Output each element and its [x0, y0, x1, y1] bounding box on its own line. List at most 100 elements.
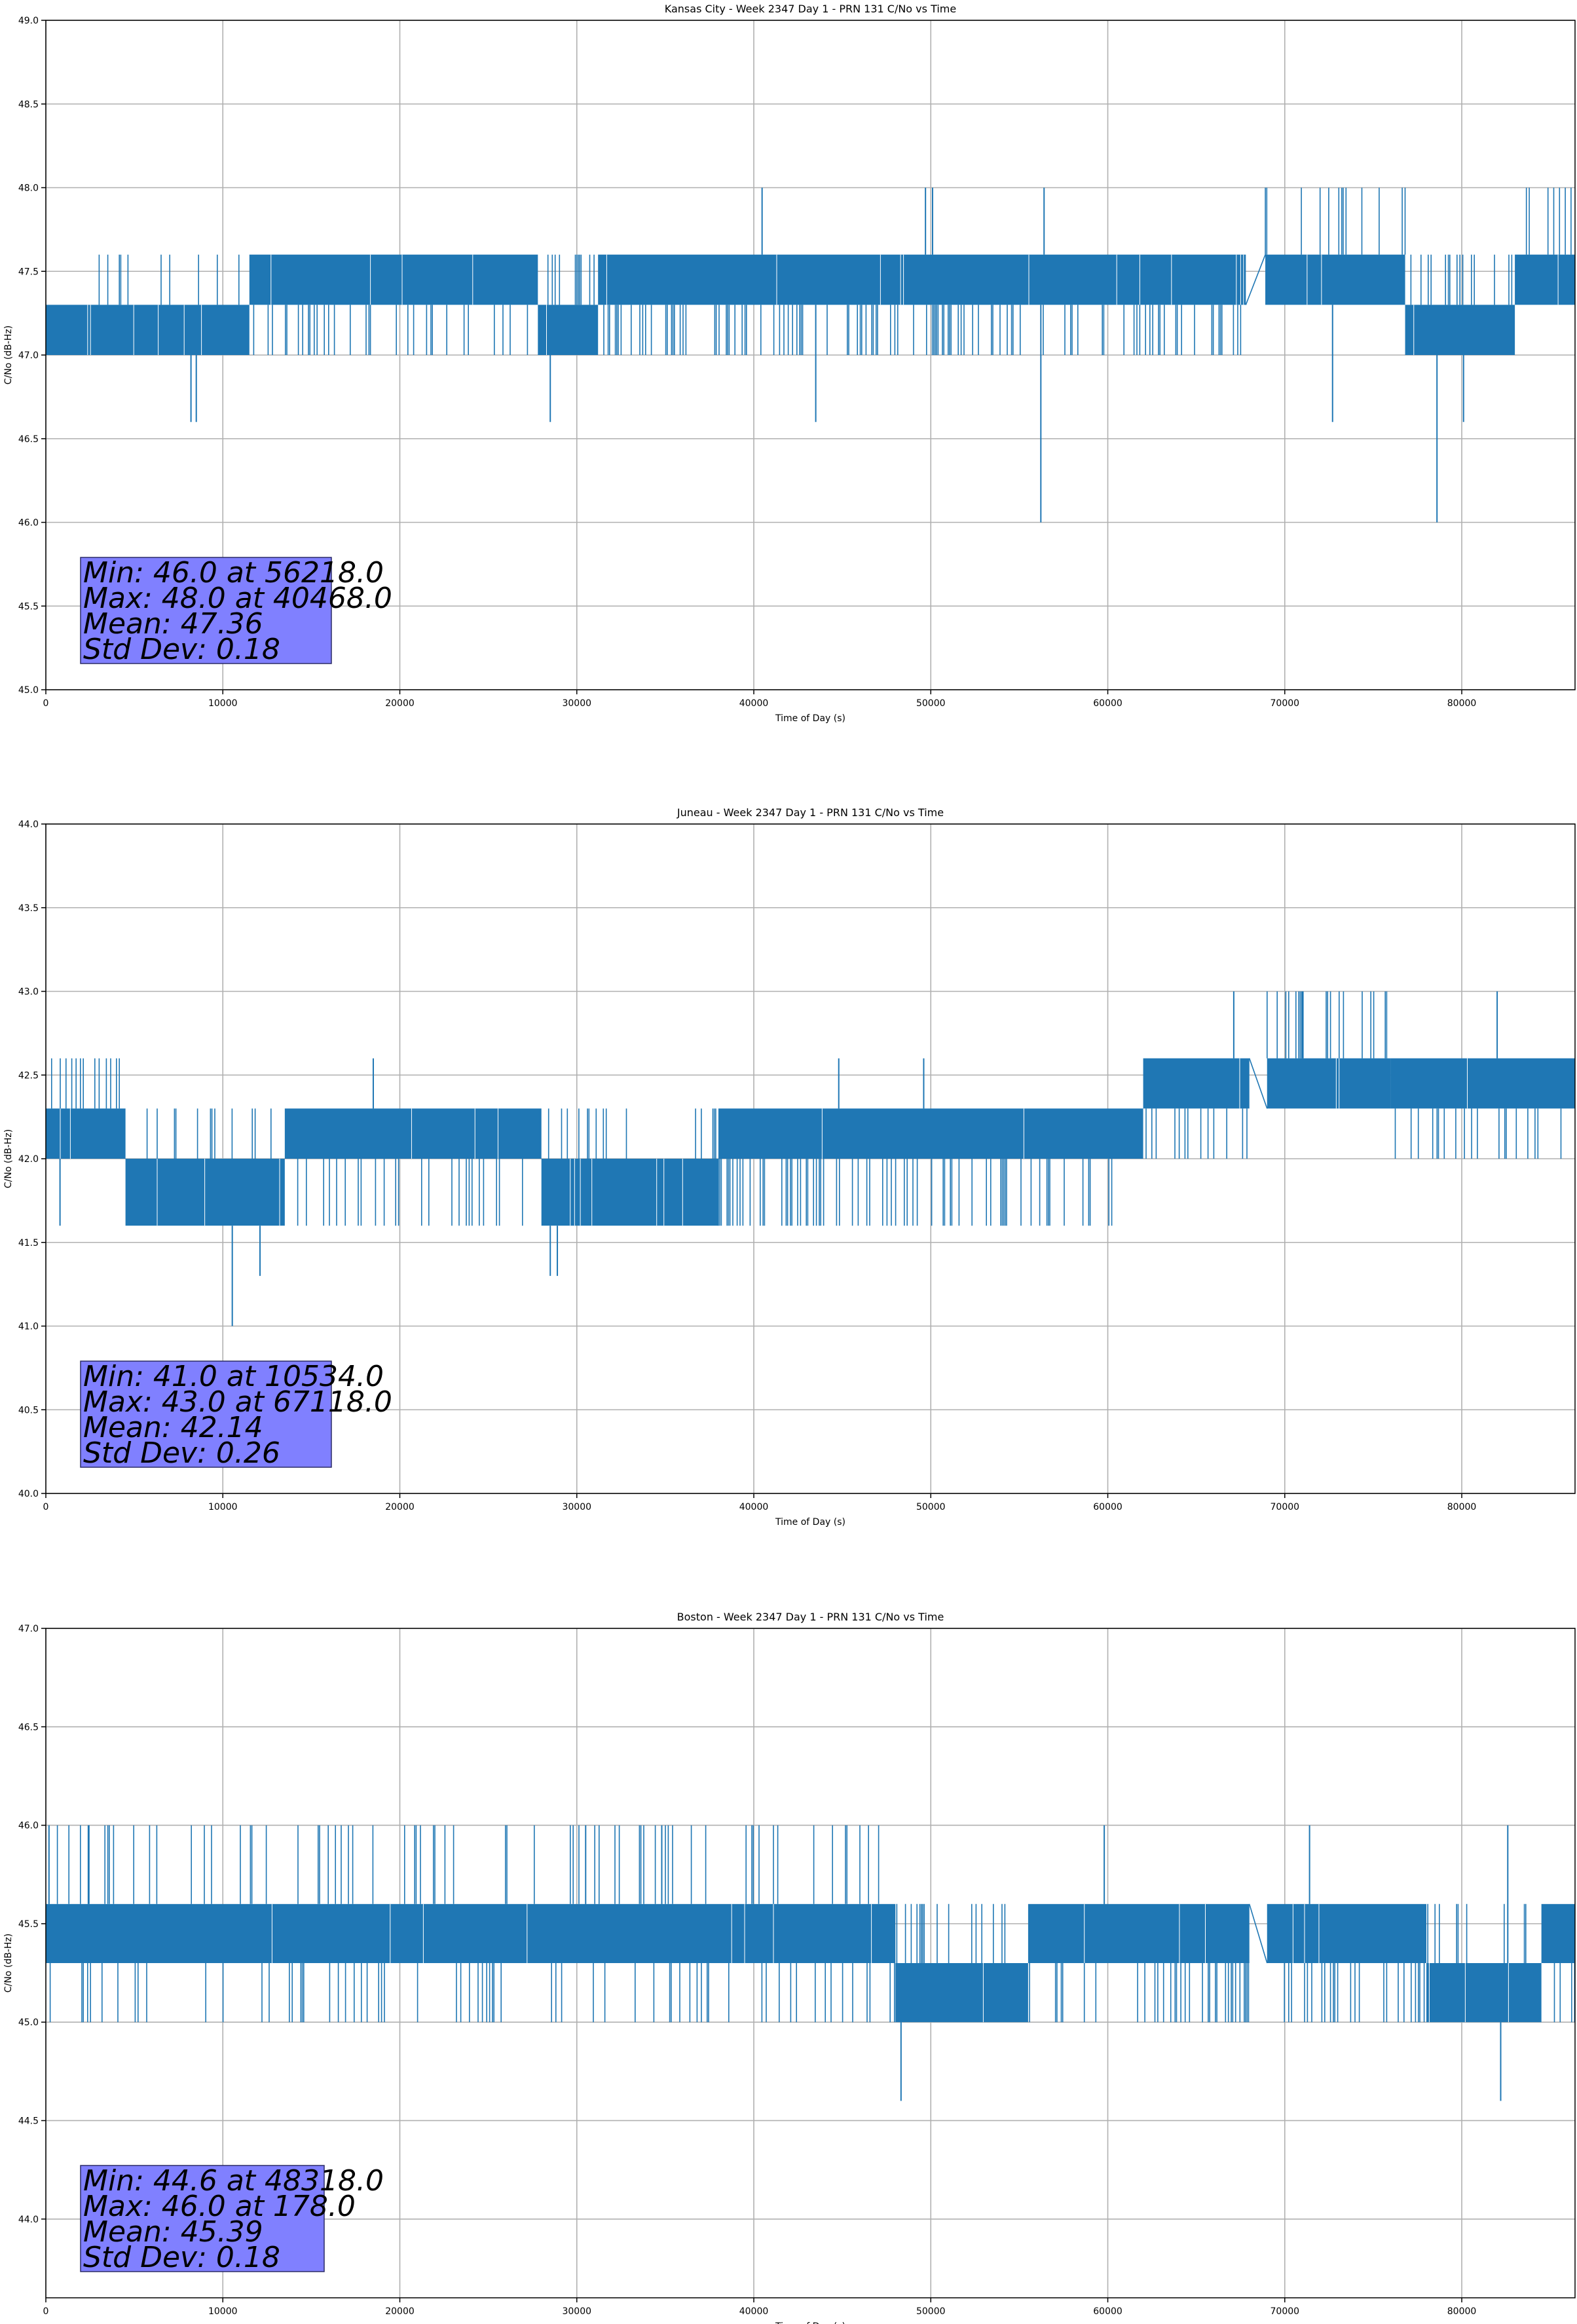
data-series — [46, 1825, 1575, 2101]
y-tick-label: 46.5 — [18, 1722, 39, 1733]
data-series — [46, 991, 1575, 1326]
stats-box-background — [80, 557, 332, 664]
y-axis-label: C/No (dB-Hz) — [3, 326, 14, 384]
x-tick-label: 0 — [43, 2306, 49, 2317]
y-tick-label: 44.0 — [18, 2215, 39, 2225]
data-band — [1390, 1058, 1575, 1109]
data-band — [46, 305, 250, 355]
stat-mean: Mean: 45.39 — [83, 2215, 263, 2249]
stat-mean: Mean: 47.36 — [83, 607, 263, 641]
data-band — [1515, 254, 1575, 305]
y-tick-label: 48.5 — [18, 100, 39, 110]
stat-min: Min: 41.0 at 10534.0 — [83, 1360, 384, 1393]
data-excursions — [49, 1825, 1575, 2023]
data-band — [125, 1159, 285, 1226]
chart-title: Juneau - Week 2347 Day 1 - PRN 131 C/No … — [677, 806, 944, 819]
x-tick-label: 0 — [43, 1502, 49, 1512]
data-band — [1028, 1903, 1250, 1963]
x-tick-label: 20000 — [385, 698, 415, 709]
x-tick-label: 0 — [43, 698, 49, 709]
y-axis-label: C/No (dB-Hz) — [3, 1934, 14, 1993]
data-band — [249, 254, 538, 305]
chart-panel-3: Boston - Week 2347 Day 1 - PRN 131 C/No … — [3, 1611, 1576, 2324]
x-tick-label: 30000 — [562, 1502, 591, 1512]
stat-std: Std Dev: 0.18 — [83, 2241, 280, 2274]
stat-min: Min: 44.6 at 48318.0 — [83, 2164, 384, 2198]
y-tick-label: 43.0 — [18, 987, 39, 998]
data-excursions — [51, 991, 1562, 1226]
x-tick-label: 70000 — [1271, 2306, 1300, 2317]
y-tick-label: 49.0 — [18, 16, 39, 26]
x-tick-label: 50000 — [916, 1502, 946, 1512]
x-tick-label: 40000 — [739, 698, 769, 709]
data-band — [46, 1108, 126, 1159]
data-band — [1143, 1058, 1250, 1109]
axes-frame — [45, 823, 1576, 1494]
y-tick-label: 45.0 — [18, 2017, 39, 2028]
axes-frame — [45, 1628, 1576, 2298]
stat-min: Min: 46.0 at 56218.0 — [83, 556, 384, 590]
data-band — [895, 1963, 1028, 2023]
x-tick-label: 30000 — [562, 698, 591, 709]
x-tick-label: 80000 — [1447, 2306, 1477, 2317]
y-tick-label: 44.5 — [18, 2116, 39, 2126]
x-tick-label: 20000 — [385, 1502, 415, 1512]
y-tick-label: 41.5 — [18, 1238, 39, 1248]
data-band — [541, 1159, 718, 1226]
chart-panel-2: Juneau - Week 2347 Day 1 - PRN 131 C/No … — [3, 806, 1576, 1527]
x-tick-label: 10000 — [208, 698, 238, 709]
data-band — [1541, 1903, 1575, 1963]
x-tick-label: 40000 — [739, 2306, 769, 2317]
data-band — [718, 1108, 1143, 1159]
y-tick-label: 45.5 — [18, 1919, 39, 1930]
y-tick-label: 46.5 — [18, 434, 39, 445]
y-tick-label: 48.0 — [18, 183, 39, 194]
data-band — [1426, 1963, 1542, 2023]
x-tick-label: 80000 — [1447, 698, 1477, 709]
data-band — [1405, 305, 1515, 355]
data-band — [46, 1903, 896, 1963]
y-tick-label: 43.5 — [18, 903, 39, 914]
data-band — [598, 254, 1246, 305]
data-band — [1265, 254, 1405, 305]
y-tick-label: 47.5 — [18, 267, 39, 277]
x-tick-label: 60000 — [1093, 2306, 1122, 2317]
x-axis-label: Time of Day (s) — [775, 2321, 845, 2324]
x-tick-label: 50000 — [916, 698, 946, 709]
y-tick-label: 41.0 — [18, 1322, 39, 1332]
x-tick-label: 70000 — [1271, 698, 1300, 709]
x-tick-label: 10000 — [208, 2306, 238, 2317]
stat-max: Max: 48.0 at 40468.0 — [83, 582, 392, 615]
chart-panel-1: Kansas City - Week 2347 Day 1 - PRN 131 … — [3, 3, 1576, 724]
stat-std: Std Dev: 0.18 — [83, 633, 280, 666]
data-band — [1267, 1058, 1391, 1109]
chart-title: Kansas City - Week 2347 Day 1 - PRN 131 … — [665, 3, 956, 15]
x-tick-label: 60000 — [1093, 1502, 1122, 1512]
y-tick-label: 45.0 — [18, 685, 39, 696]
x-tick-label: 50000 — [916, 2306, 946, 2317]
stat-max: Max: 46.0 at 178.0 — [83, 2190, 356, 2223]
y-tick-label: 42.5 — [18, 1070, 39, 1081]
x-tick-label: 70000 — [1271, 1502, 1300, 1512]
data-excursions — [98, 187, 1572, 355]
y-tick-label: 46.0 — [18, 518, 39, 529]
y-tick-label: 42.0 — [18, 1154, 39, 1165]
x-tick-label: 60000 — [1093, 698, 1122, 709]
x-axis-label: Time of Day (s) — [775, 713, 845, 724]
y-tick-label: 47.0 — [18, 350, 39, 361]
y-tick-label: 44.0 — [18, 819, 39, 830]
x-tick-label: 30000 — [562, 2306, 591, 2317]
stat-std: Std Dev: 0.26 — [83, 1436, 280, 1470]
x-tick-label: 20000 — [385, 2306, 415, 2317]
y-tick-label: 40.0 — [18, 1489, 39, 1499]
data-band — [538, 305, 599, 355]
y-tick-label: 46.0 — [18, 1821, 39, 1831]
y-tick-label: 45.5 — [18, 601, 39, 612]
x-tick-label: 80000 — [1447, 1502, 1477, 1512]
stats-box-background — [80, 1360, 332, 1468]
data-band — [1267, 1903, 1426, 1963]
